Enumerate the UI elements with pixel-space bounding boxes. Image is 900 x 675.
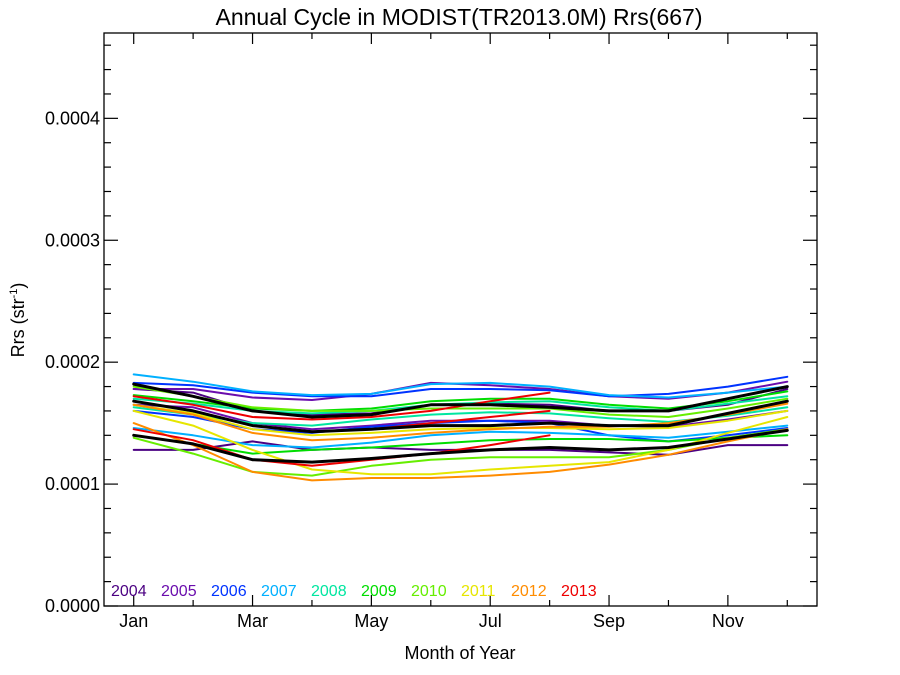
climatology-line-1: [132, 382, 789, 419]
series-line-2011-2: [132, 403, 789, 437]
y-axis-label-close: ): [8, 283, 28, 289]
climatology-line-2: [132, 399, 789, 434]
series-line-2012-2: [132, 402, 789, 442]
plot-lines: [132, 373, 789, 482]
legend-entry-2004: 2004: [111, 583, 147, 600]
x-tick-label: Nov: [712, 611, 744, 631]
legend: 2004 2005 2006 2007 2008 2009 2010 2011 2012 2013: [111, 583, 597, 600]
series-line-2007-1: [132, 373, 789, 399]
axis-ticks: Jan Mar May Jul Sep Nov 0.0000 0.0001 0.0002 0.00…: [45, 33, 817, 631]
series-line-2010-2: [132, 385, 789, 418]
series-line-2013-1: [132, 428, 551, 467]
chart-title: Annual Cycle in MODIST(TR2013.0M) Rrs(66…: [216, 4, 703, 30]
y-tick-label: 0.0001: [45, 474, 100, 494]
x-tick-label: May: [354, 611, 388, 631]
legend-entry-2005: 2005: [161, 583, 197, 600]
y-tick-label: 0.0002: [45, 352, 100, 372]
y-axis-label-main: Rrs (str: [8, 298, 28, 357]
x-axis-label: Month of Year: [404, 643, 515, 663]
legend-entry-2009: 2009: [361, 583, 397, 600]
y-axis-label: Rrs (str-1): [8, 283, 28, 358]
x-tick-label: Jan: [119, 611, 148, 631]
series-line-2013-3: [132, 391, 551, 421]
series-line-2007-2: [132, 424, 789, 449]
legend-entry-2010: 2010: [411, 583, 447, 600]
climatology-line-3: [132, 428, 789, 464]
y-tick-label: 0.0003: [45, 230, 100, 250]
x-tick-label: Jul: [479, 611, 502, 631]
series-line-2012-1: [132, 422, 789, 482]
series-line-2009-2: [132, 434, 789, 455]
legend-entry-2008: 2008: [311, 583, 347, 600]
legend-entry-2011: 2011: [461, 583, 496, 600]
y-tick-label: 0.0000: [45, 596, 100, 616]
x-tick-label: Mar: [237, 611, 268, 631]
plot-frame: [103, 32, 818, 607]
y-tick-label: 0.0004: [45, 108, 100, 128]
y-axis-label-superscript: -1: [8, 289, 20, 299]
legend-entry-2013: 2013: [561, 583, 597, 600]
x-tick-label: Sep: [593, 611, 625, 631]
legend-entry-2012: 2012: [511, 583, 547, 600]
series-line-2004-2: [132, 388, 789, 416]
legend-entry-2006: 2006: [211, 583, 247, 600]
legend-entry-2007: 2007: [261, 583, 297, 600]
series-line-2006-1: [132, 375, 789, 398]
